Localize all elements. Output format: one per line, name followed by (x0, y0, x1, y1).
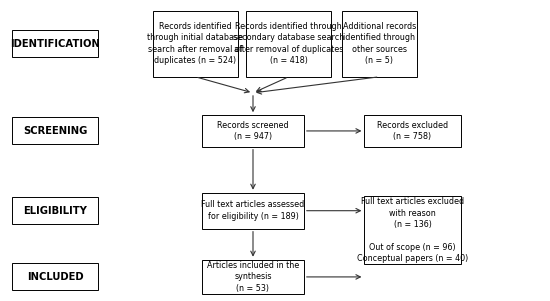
Text: Articles included in the
synthesis
(n = 53): Articles included in the synthesis (n = … (207, 261, 299, 293)
FancyBboxPatch shape (152, 11, 238, 77)
FancyBboxPatch shape (364, 197, 460, 264)
FancyBboxPatch shape (13, 263, 98, 290)
Text: SCREENING: SCREENING (23, 126, 87, 136)
FancyBboxPatch shape (202, 115, 304, 147)
FancyBboxPatch shape (13, 117, 98, 144)
Text: Full text articles excluded
with reason
(n = 136)

Out of scope (n = 96)
Concept: Full text articles excluded with reason … (357, 197, 468, 263)
FancyBboxPatch shape (246, 11, 331, 77)
FancyBboxPatch shape (202, 193, 304, 229)
Text: Records screened
(n = 947): Records screened (n = 947) (217, 121, 289, 141)
FancyBboxPatch shape (364, 115, 460, 147)
Text: INCLUDED: INCLUDED (27, 272, 83, 282)
Text: Records identified through
secondary database search
after removal of duplicates: Records identified through secondary dat… (233, 22, 344, 65)
Text: Additional records
identified through
other sources
(n = 5): Additional records identified through ot… (343, 22, 416, 65)
Text: Records identified
through initial database
search after removal of
duplicates (: Records identified through initial datab… (147, 22, 243, 65)
Text: Records excluded
(n = 758): Records excluded (n = 758) (377, 121, 448, 141)
Text: ELIGIBILITY: ELIGIBILITY (23, 206, 87, 216)
FancyBboxPatch shape (13, 30, 98, 57)
FancyBboxPatch shape (342, 11, 417, 77)
Text: Full text articles assessed
for eligibility (n = 189): Full text articles assessed for eligibil… (201, 200, 305, 221)
FancyBboxPatch shape (202, 259, 304, 294)
FancyBboxPatch shape (13, 197, 98, 224)
Text: IDENTIFICATION: IDENTIFICATION (10, 39, 100, 49)
